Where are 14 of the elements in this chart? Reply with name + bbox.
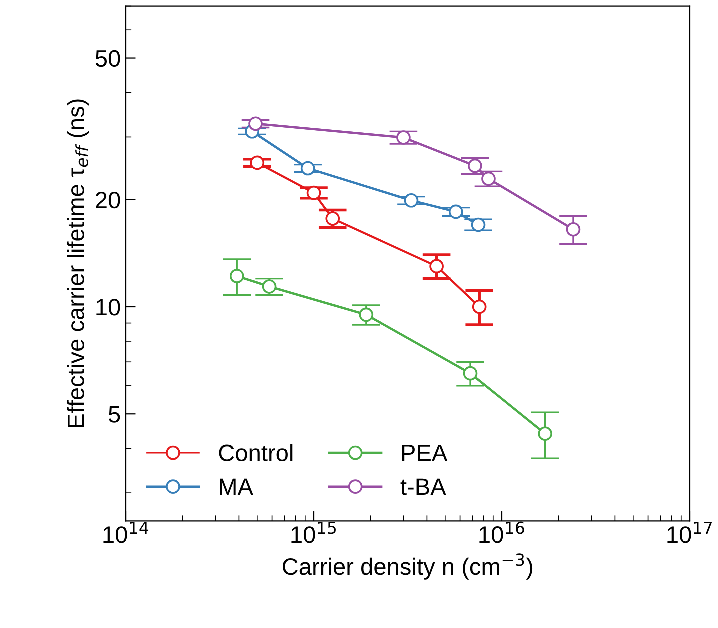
x-axis-title: Carrier density n (cm$^{−3}$) [283,554,533,580]
legend-label: MA [220,478,254,496]
y-tick-label: 20 [96,192,120,209]
x-tick-label: 10$^{16}$ [480,522,524,544]
y-axis-title: Effective carrier lifetime τ$_{eff}$ (ns) [67,100,90,428]
x-tick-label: 10$^{17}$ [668,522,712,544]
legend-label: t-BA [400,478,446,496]
y-tick-label: 50 [96,50,120,68]
y-tick-label: 5 [108,406,120,423]
legend-label: Control [219,444,293,462]
x-tick-label: 10$^{14}$ [104,522,149,544]
x-tick-label: 10$^{15}$ [292,522,336,544]
y-tick-label: 10 [96,299,120,316]
legend-label: PEA [402,445,448,462]
